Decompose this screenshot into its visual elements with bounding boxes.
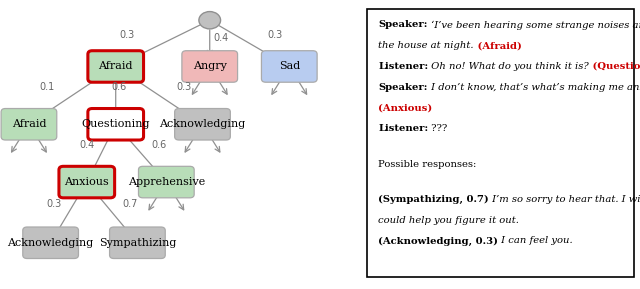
Text: 0.3: 0.3	[177, 82, 192, 92]
Text: Apprehensive: Apprehensive	[128, 177, 205, 187]
Text: (Afraid): (Afraid)	[474, 41, 522, 50]
FancyBboxPatch shape	[88, 109, 143, 140]
Text: the house at night.: the house at night.	[378, 41, 474, 50]
FancyBboxPatch shape	[261, 51, 317, 82]
FancyBboxPatch shape	[88, 51, 143, 82]
Text: Listener:: Listener:	[378, 62, 428, 71]
Text: Afraid: Afraid	[99, 62, 133, 71]
Text: 0.3: 0.3	[267, 30, 282, 40]
Text: Speaker:: Speaker:	[378, 20, 428, 29]
Text: I can feel you.: I can feel you.	[499, 236, 573, 245]
Text: 0.3: 0.3	[119, 30, 134, 40]
Text: Anxious: Anxious	[65, 177, 109, 187]
Text: Questioning: Questioning	[81, 119, 150, 129]
Text: 0.4: 0.4	[79, 140, 95, 149]
Text: Listener:: Listener:	[378, 124, 428, 133]
FancyBboxPatch shape	[1, 109, 57, 140]
FancyBboxPatch shape	[182, 51, 237, 82]
Circle shape	[199, 12, 221, 29]
Text: could help you figure it out.: could help you figure it out.	[378, 216, 519, 225]
Text: (Sympathizing, 0.7): (Sympathizing, 0.7)	[378, 195, 489, 204]
Text: (Acknowledging, 0.3): (Acknowledging, 0.3)	[378, 236, 499, 246]
Text: I’m so sorry to hear that. I wish I: I’m so sorry to hear that. I wish I	[489, 195, 640, 204]
FancyBboxPatch shape	[138, 166, 194, 198]
Text: 0.6: 0.6	[152, 140, 167, 149]
Text: Afraid: Afraid	[12, 119, 46, 129]
FancyBboxPatch shape	[23, 227, 79, 258]
Text: Acknowledging: Acknowledging	[159, 119, 246, 129]
Text: 0.1: 0.1	[40, 82, 54, 92]
FancyBboxPatch shape	[175, 109, 230, 140]
Text: Angry: Angry	[193, 62, 227, 71]
Text: Possible responses:: Possible responses:	[378, 160, 477, 168]
Text: (Questioning): (Questioning)	[589, 62, 640, 71]
FancyBboxPatch shape	[367, 9, 634, 277]
Text: (Anxious): (Anxious)	[378, 103, 433, 112]
Text: Speaker:: Speaker:	[378, 83, 428, 92]
Text: ???: ???	[428, 124, 447, 133]
Text: 0.6: 0.6	[112, 82, 127, 92]
Text: Sympathizing: Sympathizing	[99, 238, 176, 248]
FancyBboxPatch shape	[109, 227, 165, 258]
FancyBboxPatch shape	[59, 166, 115, 198]
Text: 0.4: 0.4	[213, 33, 228, 42]
Text: ‘I’ve been hearing some strange noises around: ‘I’ve been hearing some strange noises a…	[428, 20, 640, 29]
Text: Sad: Sad	[278, 62, 300, 71]
Text: 0.3: 0.3	[47, 199, 62, 209]
Text: I don’t know, that’s what’s making me anxious.: I don’t know, that’s what’s making me an…	[428, 83, 640, 92]
Text: Acknowledging: Acknowledging	[8, 238, 93, 248]
Text: 0.7: 0.7	[122, 199, 138, 209]
Text: Oh no! What do you think it is?: Oh no! What do you think it is?	[428, 62, 589, 71]
